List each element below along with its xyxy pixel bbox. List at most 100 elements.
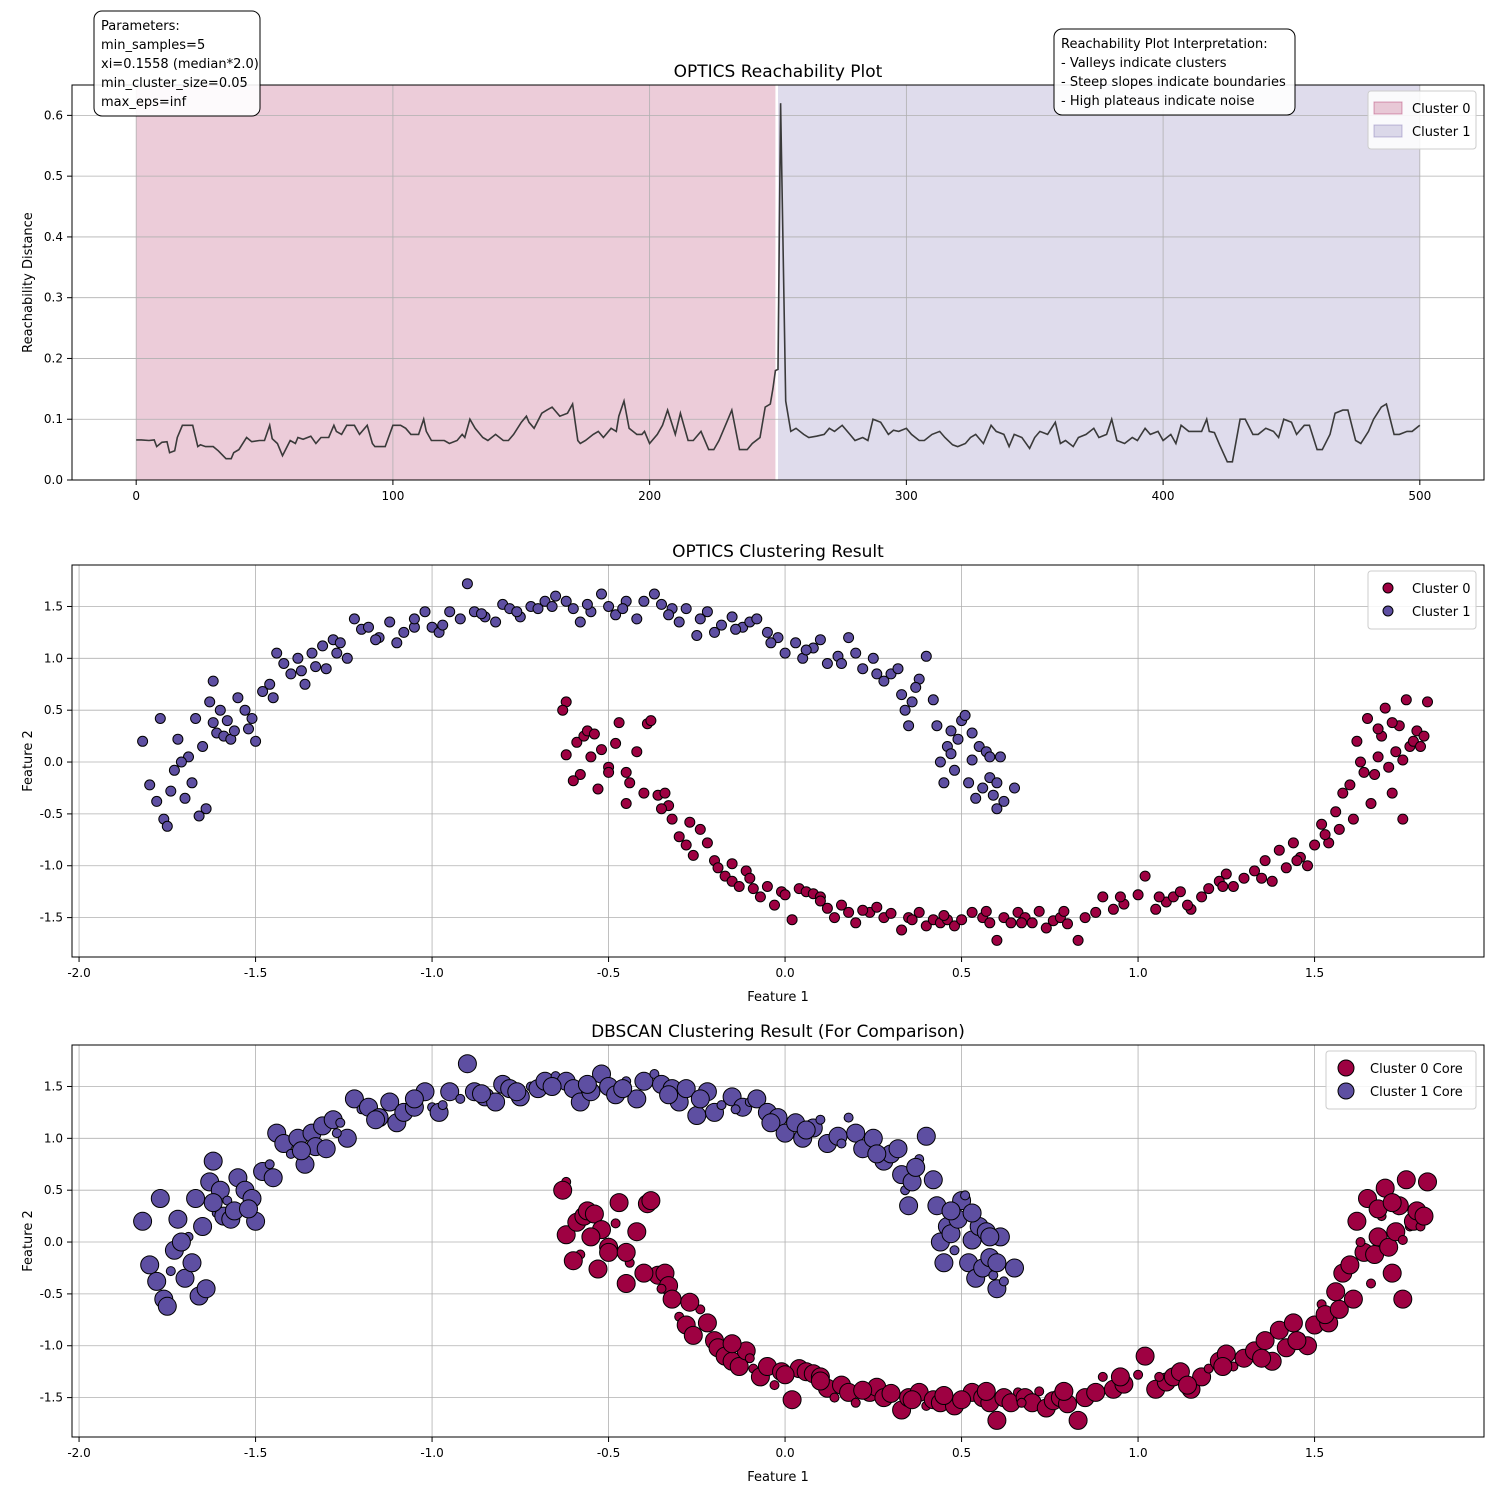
point-cluster1	[455, 1093, 466, 1104]
point-cluster1	[923, 1170, 943, 1190]
interpretation-box-line: - Steep slopes indicate boundaries	[1061, 75, 1286, 90]
point-cluster1	[291, 1141, 311, 1161]
point-cluster1	[796, 1120, 816, 1140]
point-cluster0	[1397, 813, 1409, 825]
plot-frame	[71, 1044, 1485, 1438]
point-cluster0	[850, 1397, 861, 1408]
point-cluster1	[147, 1271, 167, 1291]
cluster-span	[136, 85, 776, 480]
y-tick-label: 0.2	[44, 351, 63, 365]
point-cluster0	[1016, 917, 1028, 929]
point-cluster1	[836, 1138, 847, 1149]
legend-frame	[1367, 570, 1477, 630]
point-cluster0	[571, 736, 583, 748]
point-cluster1	[690, 1089, 710, 1109]
interpretation-box: Reachability Plot Interpretation: - Valle…	[1053, 28, 1296, 116]
y-tick-label: 0.3	[44, 291, 63, 305]
y-tick-label: -1.0	[40, 859, 63, 873]
point-cluster0	[1330, 806, 1342, 818]
point-cluster1	[440, 1082, 460, 1102]
point-cluster1	[243, 723, 254, 735]
point-cluster0	[896, 924, 908, 936]
point-cluster1	[278, 658, 290, 669]
point-cluster1	[168, 764, 180, 776]
point-cluster1	[408, 613, 420, 625]
point-cluster0	[1182, 899, 1193, 911]
point-cluster0	[1379, 1237, 1399, 1257]
point-cluster1	[730, 1104, 741, 1115]
point-cluster0	[1386, 787, 1398, 799]
point-cluster0	[775, 1365, 795, 1385]
point-cluster1	[691, 630, 703, 641]
point-cluster1	[550, 590, 562, 602]
point-cluster1	[419, 606, 431, 618]
point-cluster1	[863, 1128, 883, 1148]
point-cluster1	[366, 1110, 386, 1130]
point-cluster1	[348, 613, 360, 625]
point-cluster1	[546, 601, 558, 612]
point-cluster1	[246, 713, 258, 724]
point-cluster0	[567, 775, 579, 787]
point-cluster1	[337, 1128, 357, 1148]
point-cluster0	[1040, 922, 1052, 934]
point-cluster1	[906, 696, 918, 708]
x-tick-label: 400	[1152, 489, 1175, 503]
point-cluster0	[987, 1410, 1007, 1430]
x-axis-label: Feature 1	[747, 1470, 809, 1485]
point-cluster0	[656, 803, 667, 815]
point-cluster1	[751, 613, 763, 625]
point-cluster0	[729, 1357, 749, 1376]
point-cluster0	[956, 914, 968, 926]
x-tick-label: 0.0	[776, 1446, 795, 1460]
point-cluster0	[1252, 1348, 1272, 1368]
point-cluster1	[888, 1139, 908, 1159]
interpretation-box-line: Reachability Plot Interpretation:	[1061, 37, 1268, 52]
point-cluster0	[1220, 868, 1232, 880]
point-cluster1	[380, 1092, 400, 1112]
point-cluster1	[949, 764, 960, 776]
point-cluster0	[1054, 1381, 1074, 1401]
point-cluster0	[1259, 855, 1271, 867]
point-cluster1	[193, 810, 205, 822]
point-cluster0	[1196, 891, 1208, 903]
point-cluster1	[214, 704, 226, 716]
point-cluster0	[1344, 779, 1356, 791]
legend-frame	[1367, 90, 1477, 150]
point-cluster0	[610, 737, 622, 749]
point-cluster0	[1418, 1172, 1437, 1192]
point-cluster0	[1316, 818, 1328, 830]
point-cluster0	[1203, 1363, 1214, 1374]
point-cluster0	[584, 1204, 604, 1224]
point-cluster1	[673, 616, 685, 628]
point-cluster0	[563, 1251, 583, 1271]
point-cluster1	[941, 1201, 961, 1221]
params-box-frame	[93, 10, 261, 117]
point-cluster0	[1132, 889, 1144, 901]
params-box-line: xi=0.1558 (median*2.0)	[101, 57, 259, 72]
chart-3: -2.0 -1.5 -1.0 -0.5 0.0 0.5 1.0 1.5 -1.5 -1.0 -0.5…	[21, 1022, 1485, 1485]
point-cluster0	[1114, 891, 1126, 903]
point-cluster1	[239, 704, 251, 716]
point-cluster1	[994, 751, 1006, 763]
point-cluster0	[744, 1353, 755, 1364]
point-cluster0	[1287, 837, 1299, 849]
point-cluster1	[203, 1193, 223, 1213]
point-cluster0	[1337, 787, 1349, 799]
point-cluster0	[1135, 1346, 1155, 1366]
point-cluster0	[687, 849, 699, 861]
legend-label: Cluster 0	[1412, 102, 1471, 117]
point-cluster0	[1365, 798, 1377, 809]
point-cluster0	[1005, 917, 1017, 929]
point-cluster1	[970, 792, 982, 804]
point-cluster1	[959, 709, 971, 721]
point-cluster0	[620, 766, 632, 778]
point-cluster0	[1369, 769, 1381, 780]
point-cluster1	[317, 640, 329, 652]
point-cluster1	[221, 715, 233, 727]
point-cluster1	[140, 1255, 160, 1275]
point-cluster1	[836, 658, 847, 669]
point-cluster1	[151, 795, 163, 807]
point-cluster0	[592, 783, 604, 795]
point-cluster0	[1033, 905, 1045, 917]
point-cluster0	[1333, 823, 1345, 835]
